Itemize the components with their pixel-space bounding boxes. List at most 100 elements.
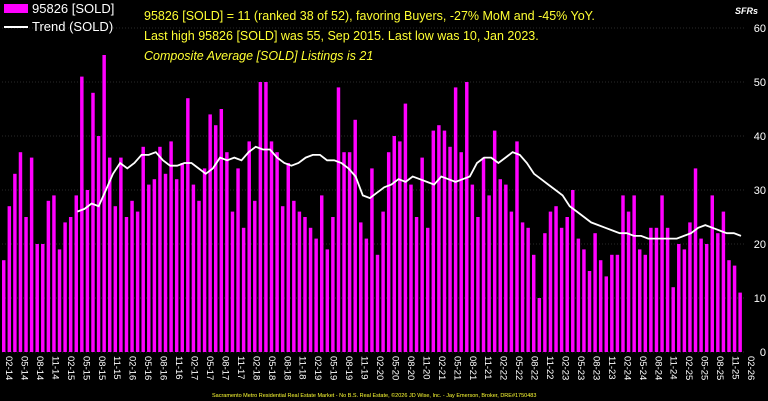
sold-bar — [727, 260, 731, 352]
sold-bar — [576, 238, 581, 352]
sold-bar — [643, 254, 648, 352]
x-tick-label: 08-23 — [590, 356, 601, 380]
sold-bar — [638, 249, 642, 352]
sold-bar — [208, 114, 212, 353]
sold-bar — [219, 109, 224, 352]
sold-bar — [459, 152, 463, 352]
x-tick-label: 11-22 — [544, 356, 555, 380]
sold-bar — [420, 157, 424, 352]
sold-bar — [710, 195, 714, 352]
x-tick-label: 02-23 — [560, 356, 571, 380]
x-tick-label: 11-15 — [111, 356, 122, 380]
sold-bar — [403, 103, 408, 352]
sold-bar — [253, 200, 257, 352]
sold-bar — [35, 244, 39, 352]
sold-bar — [141, 146, 145, 352]
sold-bar — [18, 152, 23, 352]
sold-bar — [74, 195, 78, 352]
legend-sold-label: 95826 [SOLD] — [32, 1, 114, 16]
x-tick-label: 08-19 — [343, 356, 354, 380]
x-tick-label: 08-15 — [96, 356, 107, 380]
sold-bar — [370, 168, 374, 352]
sold-bar — [342, 152, 346, 352]
sold-bar — [610, 254, 614, 352]
x-tick-label: 11-25 — [730, 356, 741, 380]
y-tick-label: 10 — [754, 293, 766, 305]
x-tick-label: 11-19 — [359, 356, 370, 380]
sold-bar — [180, 163, 184, 352]
sold-bar — [481, 157, 486, 352]
sold-bar — [431, 130, 436, 352]
x-tick-label: 08-24 — [652, 356, 663, 380]
sold-bar — [509, 211, 514, 352]
legend-trend-label: Trend (SOLD) — [32, 19, 113, 34]
sold-bar — [314, 238, 318, 352]
y-tick-label: 50 — [754, 77, 766, 89]
x-tick-label: 11-20 — [420, 356, 431, 380]
x-tick-label: 11-14 — [49, 356, 60, 380]
sold-bar — [426, 227, 430, 352]
sold-bar — [320, 195, 324, 352]
sold-bar — [520, 222, 525, 352]
sold-bar — [247, 141, 251, 352]
x-tick-label: 05-20 — [390, 356, 401, 380]
sold-bar — [225, 152, 229, 352]
sold-bar — [476, 217, 480, 352]
sold-bar — [186, 98, 190, 352]
sold-bar — [169, 141, 173, 352]
sold-bar — [236, 168, 240, 352]
sold-bar — [442, 130, 447, 352]
sold-bar — [147, 184, 151, 352]
y-tick-label: 30 — [754, 185, 766, 197]
sold-bar — [677, 244, 681, 352]
sold-bar — [275, 152, 279, 352]
sold-bar — [130, 200, 134, 352]
y-tick-label: 40 — [754, 131, 766, 143]
sold-bar — [732, 265, 737, 352]
x-tick-label: 05-22 — [513, 356, 524, 380]
sold-bar — [24, 217, 28, 352]
x-tick-label: 08-22 — [529, 356, 540, 380]
sold-bar — [331, 217, 335, 352]
sold-bar — [197, 200, 201, 352]
x-axis-ticks: 02-14 05-14 08-14 11-14 02-15 05-15 08-15 11-15… — [3, 356, 756, 380]
x-tick-label: 05-25 — [699, 356, 710, 380]
info-line-3: Composite Average [SOLD] Listings is 21 — [144, 49, 373, 63]
sold-bar — [191, 184, 196, 352]
sold-bar — [621, 195, 625, 352]
legend-sold-swatch — [4, 4, 28, 13]
sold-bar — [649, 227, 653, 352]
sold-bar — [258, 82, 263, 352]
sold-bar — [375, 254, 380, 352]
sold-bar — [498, 179, 502, 352]
sold-bar — [280, 206, 285, 352]
sold-bar — [108, 157, 112, 352]
sold-bar — [2, 260, 6, 352]
sold-bar — [230, 211, 235, 352]
sold-bar — [699, 238, 703, 352]
sold-bar — [13, 173, 17, 352]
sold-bar — [448, 146, 452, 352]
x-tick-label: 11-16 — [173, 356, 184, 380]
sold-bar — [174, 179, 179, 352]
sold-bar — [102, 55, 106, 352]
sold-bar — [57, 249, 62, 352]
x-tick-label: 05-24 — [637, 356, 648, 380]
sold-bar — [292, 200, 296, 352]
sold-bar — [264, 82, 268, 352]
sold-bar — [41, 244, 45, 352]
sold-bar — [593, 233, 597, 352]
sold-bar — [615, 254, 620, 352]
x-tick-label: 11-18 — [297, 356, 308, 380]
x-tick-label: 02-26 — [745, 356, 756, 380]
sold-bar — [113, 206, 118, 352]
sold-bar — [398, 141, 402, 352]
sold-bar — [665, 227, 670, 352]
sold-bar — [29, 157, 34, 352]
x-tick-label: 05-14 — [19, 356, 30, 380]
sold-bar — [96, 136, 101, 352]
sold-bar — [392, 136, 396, 352]
sold-bar — [515, 141, 519, 352]
sold-bar — [565, 217, 569, 352]
